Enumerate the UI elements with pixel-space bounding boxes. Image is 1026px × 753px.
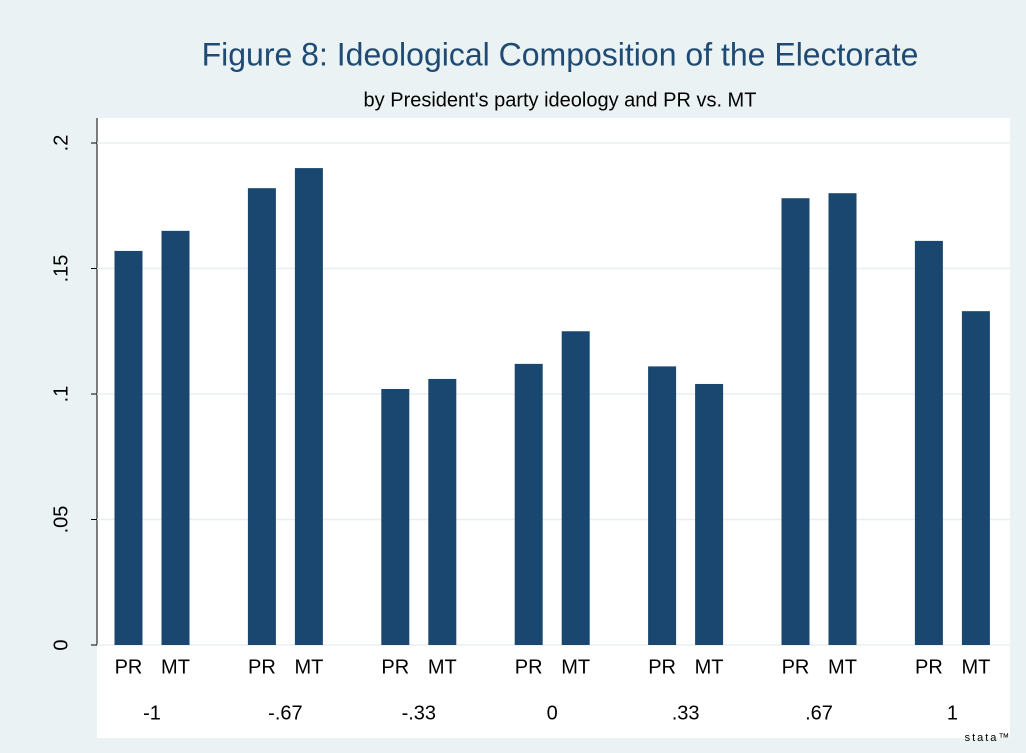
bar-label: MT: [695, 656, 724, 678]
bar-label: PR: [915, 656, 943, 678]
y-tick-label: .05: [50, 506, 72, 534]
bar-label: MT: [294, 656, 323, 678]
bar-label: PR: [782, 656, 810, 678]
bar: [648, 366, 677, 645]
bar-label: MT: [561, 656, 590, 678]
bar: [695, 383, 724, 645]
x-category-label: -1: [143, 702, 161, 724]
x-category-label: 0: [547, 702, 558, 724]
bar: [514, 363, 543, 645]
bar-label: PR: [248, 656, 276, 678]
bar-label: PR: [381, 656, 409, 678]
x-category-label: .67: [805, 702, 833, 724]
x-category-label: .33: [672, 702, 700, 724]
bar-label: PR: [115, 656, 143, 678]
bar-label: MT: [161, 656, 190, 678]
bar: [961, 311, 990, 645]
bar-label: MT: [961, 656, 990, 678]
bar: [828, 193, 857, 645]
bar: [428, 378, 457, 645]
y-tick-label: .2: [50, 135, 72, 152]
bar-label: MT: [428, 656, 457, 678]
chart-subtitle: by President's party ideology and PR vs.…: [364, 89, 757, 111]
bar: [781, 198, 810, 645]
x-category-label: -.67: [268, 702, 302, 724]
x-category-label: 1: [947, 702, 958, 724]
y-tick-label: .1: [50, 386, 72, 403]
chart-title: Figure 8: Ideological Composition of the…: [202, 36, 919, 72]
bar-label: PR: [515, 656, 543, 678]
bar: [114, 250, 143, 645]
y-tick-label: 0: [50, 639, 72, 650]
x-category-label: -.33: [402, 702, 436, 724]
bar-label: MT: [828, 656, 857, 678]
bar: [247, 188, 276, 645]
bar: [561, 331, 590, 645]
bar: [381, 388, 410, 645]
bar: [914, 240, 943, 645]
y-tick-label: .15: [50, 255, 72, 283]
bar-label: PR: [648, 656, 676, 678]
bar: [294, 168, 323, 645]
watermark: stata™: [965, 732, 1012, 744]
bar: [161, 230, 190, 645]
